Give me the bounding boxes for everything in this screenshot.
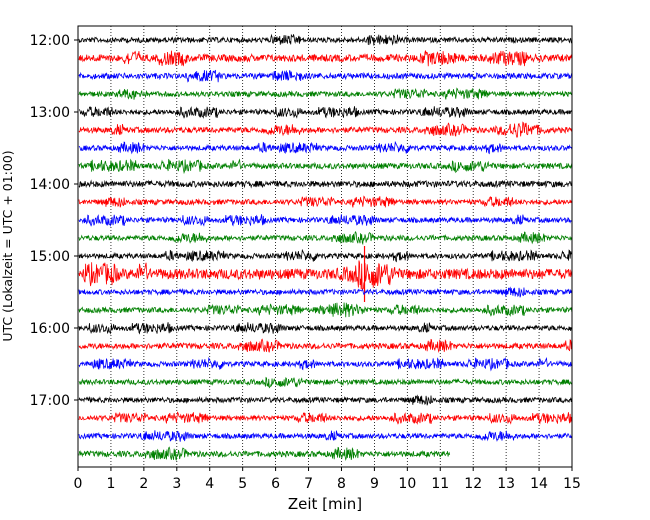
trace-row-1630 xyxy=(78,356,573,372)
trace-row-1315 xyxy=(78,121,573,138)
y-tick-label-13:00: 13:00 xyxy=(30,105,70,121)
trace-row-1330 xyxy=(78,140,573,155)
trace-row-1215 xyxy=(78,50,573,67)
trace-row-1515 xyxy=(78,260,573,291)
x-tick-label-9: 9 xyxy=(370,476,379,492)
x-tick-label-1: 1 xyxy=(106,476,115,492)
trace-row-1530 xyxy=(78,286,573,298)
trace-row-1200 xyxy=(78,33,573,46)
y-tick-label-15:00: 15:00 xyxy=(30,249,70,265)
trace-row-1600 xyxy=(78,322,573,335)
x-tick-label-7: 7 xyxy=(304,476,313,492)
trace-row-1245 xyxy=(78,87,573,100)
y-axis-label: UTC (Lokalzeit = UTC + 01:00) xyxy=(0,150,15,341)
x-tick-label-10: 10 xyxy=(398,476,416,492)
y-axis-ticks: 12:00 13:00 14:00 15:00 16:00 17:00 xyxy=(30,33,78,409)
x-tick-label-8: 8 xyxy=(337,476,346,492)
x-tick-label-14: 14 xyxy=(530,476,548,492)
x-tick-label-2: 2 xyxy=(139,476,148,492)
x-tick-label-4: 4 xyxy=(205,476,214,492)
trace-row-1730 xyxy=(78,430,573,442)
x-tick-label-13: 13 xyxy=(497,476,515,492)
x-tick-label-3: 3 xyxy=(172,476,181,492)
x-tick-label-5: 5 xyxy=(238,476,247,492)
y-tick-label-14:00: 14:00 xyxy=(30,177,70,193)
trace-row-1615 xyxy=(78,338,573,353)
trace-row-1645 xyxy=(78,376,573,389)
x-axis-ticks: 0 1 2 3 4 5 6 7 8 9 10 11 12 13 14 15 xyxy=(74,467,581,492)
x-tick-label-15: 15 xyxy=(563,476,581,492)
x-tick-label-11: 11 xyxy=(431,476,449,492)
trace-row-1700 xyxy=(78,394,573,406)
trace-row-1445 xyxy=(78,231,573,246)
trace-row-1545 xyxy=(78,302,573,318)
trace-row-1400 xyxy=(78,179,573,189)
trace-row-1500 xyxy=(78,248,572,263)
trace-row-1230 xyxy=(78,69,573,83)
trace-row-1715 xyxy=(78,411,573,425)
x-tick-label-12: 12 xyxy=(464,476,482,492)
trace-row-1345 xyxy=(78,158,573,175)
y-tick-label-12:00: 12:00 xyxy=(30,33,70,49)
trace-row-1430 xyxy=(78,214,573,227)
trace-row-1300 xyxy=(78,106,573,119)
trace-row-1745 xyxy=(78,446,451,461)
x-tick-label-0: 0 xyxy=(74,476,83,492)
x-axis-label: Zeit [min] xyxy=(288,495,362,513)
plot-frame xyxy=(77,25,573,468)
seismogram-traces xyxy=(78,33,573,461)
trace-row-1415 xyxy=(78,195,573,208)
x-tick-label-6: 6 xyxy=(271,476,280,492)
y-tick-label-17:00: 17:00 xyxy=(30,393,70,409)
y-tick-label-16:00: 16:00 xyxy=(30,321,70,337)
